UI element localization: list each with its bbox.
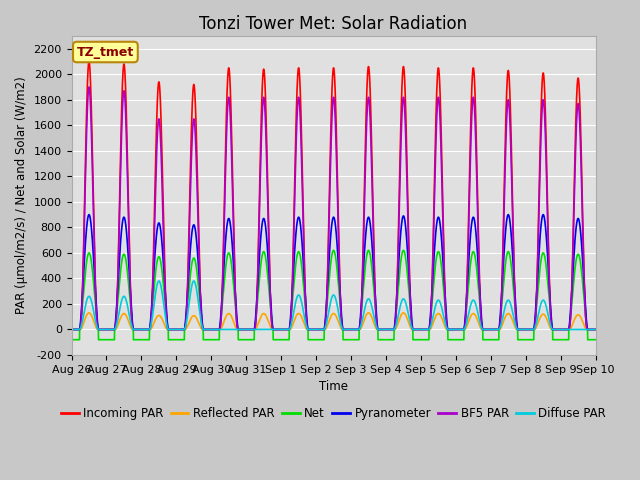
Line: Net: Net	[72, 251, 596, 340]
BF5 PAR	[480, 326, 488, 332]
Pyranometer	[406, 286, 413, 292]
Incoming PAR	[85, 59, 93, 64]
BF5 PAR	[85, 84, 93, 90]
Title: Tonzi Tower Met: Solar Radiation: Tonzi Tower Met: Solar Radiation	[200, 15, 468, 33]
Reflected PAR	[85, 310, 93, 316]
BF5 PAR	[592, 326, 600, 332]
Pyranometer	[480, 326, 488, 332]
Reflected PAR	[68, 326, 76, 332]
Reflected PAR	[590, 326, 598, 332]
Reflected PAR	[264, 317, 271, 323]
Line: Reflected PAR: Reflected PAR	[72, 313, 596, 329]
Diffuse PAR	[155, 278, 163, 284]
Incoming PAR	[590, 326, 598, 332]
Net	[174, 337, 182, 343]
Reflected PAR	[180, 326, 188, 332]
Reflected PAR	[592, 326, 600, 332]
Diffuse PAR	[406, 318, 413, 324]
Line: BF5 PAR: BF5 PAR	[72, 87, 596, 329]
Incoming PAR	[68, 326, 76, 332]
Net	[480, 337, 488, 343]
Net	[180, 337, 188, 343]
Diffuse PAR	[68, 326, 76, 332]
Diffuse PAR	[590, 326, 598, 332]
Line: Incoming PAR: Incoming PAR	[72, 61, 596, 329]
Pyranometer	[590, 326, 598, 332]
BF5 PAR	[590, 326, 598, 332]
Incoming PAR	[406, 279, 413, 285]
X-axis label: Time: Time	[319, 380, 348, 393]
Pyranometer	[68, 326, 76, 332]
Net	[406, 299, 413, 304]
Reflected PAR	[406, 323, 413, 328]
BF5 PAR	[264, 203, 271, 208]
Net	[592, 337, 600, 343]
Y-axis label: PAR (μmol/m2/s) / Net and Solar (W/m2): PAR (μmol/m2/s) / Net and Solar (W/m2)	[15, 77, 28, 314]
BF5 PAR	[406, 285, 413, 290]
Pyranometer	[180, 326, 188, 332]
BF5 PAR	[68, 326, 76, 332]
Legend: Incoming PAR, Reflected PAR, Net, Pyranometer, BF5 PAR, Diffuse PAR: Incoming PAR, Reflected PAR, Net, Pyrano…	[56, 402, 611, 425]
Diffuse PAR	[592, 326, 600, 332]
Incoming PAR	[180, 326, 188, 332]
Line: Diffuse PAR: Diffuse PAR	[72, 281, 596, 329]
Net	[68, 337, 76, 343]
Net	[590, 337, 598, 343]
Incoming PAR	[174, 326, 182, 332]
Incoming PAR	[480, 326, 488, 332]
Diffuse PAR	[264, 326, 271, 332]
Line: Pyranometer: Pyranometer	[72, 215, 596, 329]
Reflected PAR	[174, 326, 182, 332]
Incoming PAR	[592, 326, 600, 332]
Net	[264, 273, 271, 278]
Pyranometer	[264, 251, 271, 256]
Diffuse PAR	[480, 326, 488, 332]
Reflected PAR	[480, 326, 488, 332]
Pyranometer	[85, 212, 93, 217]
BF5 PAR	[174, 326, 182, 332]
Pyranometer	[174, 326, 182, 332]
Diffuse PAR	[174, 326, 182, 332]
Pyranometer	[592, 326, 600, 332]
Incoming PAR	[264, 188, 271, 193]
BF5 PAR	[180, 326, 188, 332]
Diffuse PAR	[180, 326, 188, 332]
Text: TZ_tmet: TZ_tmet	[77, 46, 134, 59]
Net	[399, 248, 407, 253]
